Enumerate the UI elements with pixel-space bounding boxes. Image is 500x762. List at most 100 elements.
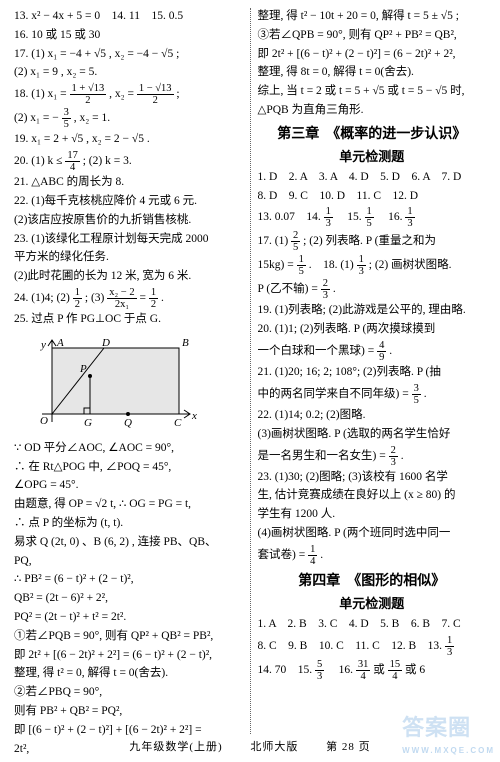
t: ; <box>176 88 179 100</box>
t: . 18. (1) <box>309 260 354 272</box>
text-line: 21. (1)20; 16; 2; 108°; (2)列表略. P (抽 <box>258 364 487 382</box>
fraction: 35 <box>412 383 421 406</box>
fraction: 13 <box>324 206 333 229</box>
text-line: 21. △ABC 的周长为 8. <box>14 174 243 192</box>
text-line: (3)画树状图略. P (选取的两名学生恰好 <box>258 426 487 444</box>
t: 是一名男生和一名女生) = <box>258 450 386 462</box>
t: = <box>139 292 148 304</box>
t: 或 6 <box>405 664 425 676</box>
geometry-diagram: y A B D P O G Q C x <box>24 334 199 429</box>
t: , x₂ = <box>109 88 134 100</box>
text-line: 生, 估计竞赛成绩在良好以上 (x ≥ 80) 的 <box>258 487 487 505</box>
text-line: 学生有 1200 人. <box>258 506 487 524</box>
fraction: 1 + √132 <box>70 83 107 106</box>
t: 16. <box>377 211 403 223</box>
lbl-A: A <box>56 337 64 349</box>
text-line: 即 2t² + [(6 − t)² + (2 − t)²] = (6 − 2t)… <box>258 46 487 64</box>
t: . <box>389 345 392 357</box>
text-line: ③若∠QPB = 90°, 则有 QP² + PB² = QB², <box>258 27 487 45</box>
text-line: ②若∠PBQ = 90°, <box>14 684 243 702</box>
t: 16. <box>327 664 353 676</box>
t: 15. <box>336 211 362 223</box>
text-line: 19. x₁ = 2 + √5 , x₂ = 2 − √5 . <box>14 131 243 149</box>
text-line: 即 [(6 − t)² + (2 − t)²] + [(6 − 2t)² + 2… <box>14 722 243 740</box>
text-line: ∵ OD 平分∠AOC, ∠AOC = 90°, <box>14 440 243 458</box>
t: . <box>320 549 323 561</box>
text-line: 13. 0.07 14. 13 15. 15 16. 13 <box>258 206 487 229</box>
text-line: 14. 70 15. 53 16. 314 或 154 或 6 <box>258 659 487 682</box>
fraction: 23 <box>321 278 330 301</box>
text-line: 15kg) = 15 . 18. (1) 13 ; (2) 画树状图略. <box>258 254 487 277</box>
text-line: 20. (1)1; (2)列表略. P (两次摸球摸到 <box>258 321 487 339</box>
text-line: ∴ 点 P 的坐标为 (t, t). <box>14 515 243 533</box>
fraction: 1 − √132 <box>137 83 174 106</box>
text-line: (2) x₁ = 9 , x₂ = 5. <box>14 64 243 82</box>
text-line: 中的两名同学来自不同年级) = 35 . <box>258 383 487 406</box>
t: . <box>424 388 427 400</box>
column-divider <box>250 8 251 734</box>
t: ; (2) 列表略. P (重量之和为 <box>303 236 436 248</box>
text-line: PQ, <box>14 553 243 571</box>
text-line: QB² = (2t − 6)² + 2², <box>14 590 243 608</box>
lbl-Q: Q <box>124 417 132 429</box>
text-line: 整理, 得 t² − 10t + 20 = 0, 解得 t = 5 ± √5 ; <box>258 8 487 26</box>
text-line: 18. (1) x₁ = 1 + √132 , x₂ = 1 − √132 ; <box>14 83 243 106</box>
text-line: 整理, 得 8t = 0, 解得 t = 0(舍去). <box>258 64 487 82</box>
lbl-y: y <box>40 339 46 351</box>
fraction: 12 <box>73 287 82 310</box>
chapter-3-subtitle: 单元检测题 <box>258 147 487 167</box>
text-line: 23. (1)该绿化工程原计划每天完成 2000 <box>14 231 243 249</box>
lbl-O: O <box>40 415 48 427</box>
text-line: 平方米的绿化任务. <box>14 249 243 267</box>
t: (2) x₁ = − <box>14 112 59 124</box>
text-line: (2)此时花圃的长为 12 米, 宽为 6 米. <box>14 268 243 286</box>
text-line: 25. 过点 P 作 PG⊥OC 于点 G. <box>14 311 243 329</box>
fraction: 23 <box>389 445 398 468</box>
text-line: 24. (1)4; (2) 12 ; (3) x₂ − 22x₁ = 12 . <box>14 287 243 310</box>
text-line: 即 2t² + [(6 − 2t)² + 2²] = (6 − t)² + (2… <box>14 647 243 665</box>
fraction: x₂ − 22x₁ <box>107 287 136 310</box>
text-line: ①若∠PQB = 90°, 则有 QP² + QB² = PB², <box>14 628 243 646</box>
text-line: P (乙不输) = 23 . <box>258 278 487 301</box>
t: . <box>401 450 404 462</box>
chapter-4-title: 第四章 《图形的相似》 <box>258 570 487 592</box>
text-line: (2) x₁ = − 35 , x₂ = 1. <box>14 107 243 130</box>
t: 15kg) = <box>258 260 294 272</box>
text-line: 22. (1)14; 0.2; (2)图略. <box>258 407 487 425</box>
text-line: 19. (1)列表略; (2)此游戏是公平的, 理由略. <box>258 302 487 320</box>
t: 一个白球和一个黑球) = <box>258 345 375 357</box>
chapter-4-subtitle: 单元检测题 <box>258 594 487 614</box>
text-line: 8. C 9. B 10. C 11. C 12. B 13. 13 <box>258 635 487 658</box>
t: 或 <box>373 664 385 676</box>
t: 17. (1) <box>258 236 289 248</box>
text-line: ∴ 在 Rt△POG 中, ∠POQ = 45°, <box>14 459 243 477</box>
t: 18. (1) x₁ = <box>14 88 67 100</box>
t: , x₂ = 1. <box>74 112 110 124</box>
watermark: 答案圈 WWW.MXQE.COM <box>402 711 495 757</box>
t: 8. C 9. B 10. C 11. C 12. B 13. <box>258 640 443 652</box>
fraction: 15 <box>297 254 306 277</box>
footer-right: 第 28 页 <box>326 741 371 753</box>
footer-left: 九年级数学(上册) <box>129 741 222 753</box>
text-line: ∠OPG = 45°. <box>14 477 243 495</box>
text-line: 综上, 当 t = 2 或 t = 5 + √5 或 t = 5 − √5 时, <box>258 83 487 101</box>
lbl-D: D <box>101 337 110 349</box>
text-line: ∴ PB² = (6 − t)² + (2 − t)², <box>14 571 243 589</box>
fraction: 13 <box>405 206 414 229</box>
fraction: 13 <box>445 635 454 658</box>
lbl-B: B <box>182 337 189 349</box>
text-line: 则有 PB² + QB² = PQ², <box>14 703 243 721</box>
text-line: 23. (1)30; (2)图略; (3)该校有 1600 名学 <box>258 469 487 487</box>
text-line: 13. x² − 4x + 5 = 0 14. 11 15. 0.5 <box>14 8 243 26</box>
watermark-sub: WWW.MXQE.COM <box>402 745 495 757</box>
text-line: (2)该店应按原售价的九折销售核桃. <box>14 212 243 230</box>
text-line: 由题意, 得 OP = √2 t, ∴ OG = PG = t, <box>14 496 243 514</box>
t: 24. (1)4; (2) <box>14 292 70 304</box>
page-root: 13. x² − 4x + 5 = 0 14. 11 15. 0.5 16. 1… <box>0 0 500 762</box>
footer-mid: 北师大版 <box>250 741 298 753</box>
fraction: 154 <box>388 659 403 682</box>
text-line: 一个白球和一个黑球) = 49 . <box>258 340 487 363</box>
watermark-main: 答案圈 <box>402 715 471 740</box>
fraction: 314 <box>356 659 371 682</box>
text-line: 1. A 2. B 3. C 4. D 5. B 6. B 7. C <box>258 616 487 634</box>
